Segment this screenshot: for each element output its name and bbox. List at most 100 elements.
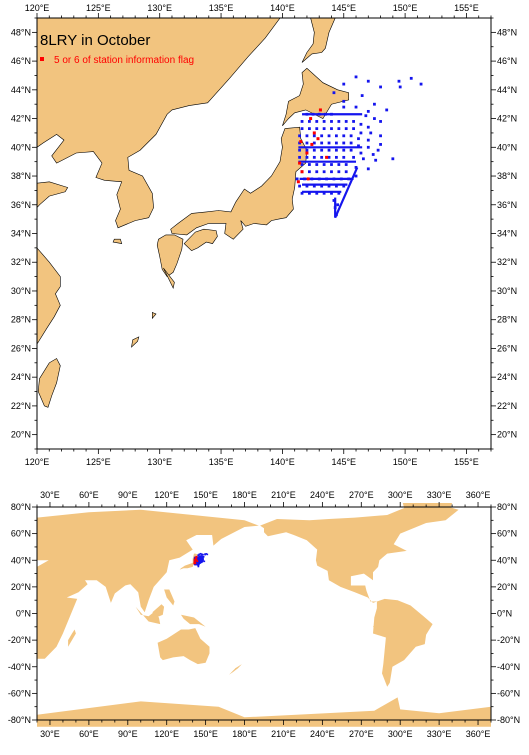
global-axis-ticks bbox=[32, 502, 496, 725]
station-marker-73 bbox=[327, 155, 331, 159]
global-lat-label-left-8: -80°N bbox=[8, 715, 31, 725]
global-station-marker-125 bbox=[202, 555, 205, 558]
station-marker-103 bbox=[339, 177, 343, 181]
global-station-marker-76 bbox=[199, 560, 201, 562]
global-station-marker-89 bbox=[193, 561, 196, 564]
station-marker-74 bbox=[334, 155, 338, 159]
lat-label-right-6: 32°N bbox=[497, 257, 517, 267]
global-lon-label-bottom-8: 270°E bbox=[349, 729, 374, 739]
lat-label-left-5: 30°N bbox=[11, 286, 31, 296]
global-station-marker-74 bbox=[197, 560, 200, 562]
station-marker-105 bbox=[298, 184, 301, 188]
global-lon-label-top-4: 150°E bbox=[193, 490, 218, 500]
station-marker-86 bbox=[344, 163, 348, 166]
lon-label-top-0: 120°E bbox=[25, 3, 50, 13]
global-lat-label-right-3: 20°N bbox=[497, 582, 517, 592]
global-station-marker-20 bbox=[195, 557, 198, 559]
global-flagged-marker-0 bbox=[194, 556, 197, 559]
station-marker-5 bbox=[397, 79, 401, 83]
global-station-marker-29 bbox=[194, 557, 197, 560]
station-marker-61 bbox=[312, 148, 316, 152]
station-marker-34 bbox=[344, 127, 348, 131]
global-station-marker-102 bbox=[197, 562, 199, 564]
land-polygon-4 bbox=[170, 126, 308, 240]
land-polygon-12 bbox=[152, 312, 157, 320]
global-station-marker-37 bbox=[201, 558, 203, 560]
station-marker-104 bbox=[347, 177, 351, 181]
global-station-marker-63 bbox=[196, 559, 199, 562]
global-station-marker-13 bbox=[197, 556, 199, 558]
global-station-marker-33 bbox=[197, 557, 200, 560]
global-station-marker-2 bbox=[199, 552, 202, 555]
station-marker-37 bbox=[369, 131, 373, 135]
global-land-polygon-6 bbox=[152, 604, 165, 618]
station-marker-107 bbox=[312, 184, 316, 188]
station-marker-65 bbox=[342, 148, 346, 152]
station-marker-102 bbox=[332, 177, 336, 181]
lon-label-top-4: 140°E bbox=[270, 3, 295, 13]
global-station-marker-86 bbox=[198, 561, 201, 563]
global-station-marker-66 bbox=[199, 559, 201, 562]
global-station-marker-80 bbox=[193, 561, 196, 563]
global-station-marker-45 bbox=[199, 558, 201, 560]
global-station-marker-117 bbox=[197, 563, 200, 566]
land-polygon-2 bbox=[36, 247, 61, 346]
global-lat-label-right-1: 60°N bbox=[497, 529, 517, 539]
global-land-polygon-10 bbox=[402, 503, 453, 521]
flagged-marker-10 bbox=[296, 180, 300, 184]
global-station-marker-62 bbox=[196, 559, 198, 562]
global-land-polygon-1 bbox=[37, 550, 89, 561]
lon-label-bottom-5: 145°E bbox=[331, 457, 356, 467]
station-marker-72 bbox=[320, 155, 324, 159]
station-marker-26 bbox=[359, 122, 363, 126]
station-marker-40 bbox=[312, 134, 316, 138]
station-marker-38 bbox=[298, 134, 301, 138]
global-station-marker-38 bbox=[193, 558, 196, 560]
global-station-marker-32 bbox=[197, 557, 199, 560]
station-marker-9 bbox=[305, 112, 309, 116]
station-marker-39 bbox=[305, 134, 309, 138]
flagged-marker-2 bbox=[299, 140, 303, 144]
global-lon-label-bottom-7: 240°E bbox=[310, 729, 335, 739]
regional-station-markers bbox=[295, 75, 423, 217]
station-marker-63 bbox=[327, 148, 331, 152]
global-station-marker-84 bbox=[197, 561, 199, 563]
global-land-polygon-8 bbox=[68, 629, 76, 647]
global-station-marker-43 bbox=[197, 558, 200, 560]
global-station-marker-4 bbox=[202, 553, 204, 556]
global-flagged-marker-11 bbox=[194, 562, 197, 565]
station-marker-25 bbox=[352, 120, 355, 123]
station-marker-35 bbox=[352, 127, 355, 131]
global-station-marker-71 bbox=[195, 560, 197, 562]
global-station-marker-94 bbox=[197, 561, 200, 564]
station-marker-33 bbox=[337, 127, 341, 131]
global-lat-label-left-3: 20°N bbox=[11, 582, 31, 592]
lat-label-left-2: 24°N bbox=[11, 372, 31, 382]
global-station-marker-10 bbox=[195, 556, 197, 558]
global-flagged-marker-9 bbox=[193, 561, 196, 564]
station-marker-69 bbox=[298, 155, 301, 159]
station-marker-36 bbox=[359, 131, 363, 135]
lon-label-top-6: 150°E bbox=[393, 3, 418, 13]
station-marker-24 bbox=[344, 120, 348, 123]
global-station-marker-112 bbox=[193, 563, 196, 566]
global-station-marker-23 bbox=[197, 557, 200, 559]
global-station-marker-104 bbox=[198, 562, 201, 564]
lat-label-right-10: 40°N bbox=[497, 142, 517, 152]
station-track-5 bbox=[334, 166, 359, 219]
global-lat-label-right-5: -20°N bbox=[497, 635, 520, 645]
station-marker-97 bbox=[295, 177, 299, 181]
land-polygon-8 bbox=[183, 228, 218, 252]
station-marker-20 bbox=[315, 120, 319, 123]
station-marker-87 bbox=[354, 166, 358, 169]
lat-label-right-11: 42°N bbox=[497, 114, 517, 124]
global-lon-label-bottom-3: 120°E bbox=[154, 729, 179, 739]
global-lat-labels-left: 80°N 60°N 40°N 20°N 0°N -20°N -40°N -60°N -80°N bbox=[8, 502, 31, 725]
station-marker-3 bbox=[366, 79, 370, 83]
flagged-marker-0 bbox=[309, 117, 313, 121]
global-station-marker-109 bbox=[196, 563, 199, 565]
station-marker-52 bbox=[327, 141, 331, 145]
station-marker-117 bbox=[337, 191, 341, 195]
global-land-polygon-5 bbox=[135, 606, 161, 625]
station-marker-30 bbox=[315, 127, 319, 131]
